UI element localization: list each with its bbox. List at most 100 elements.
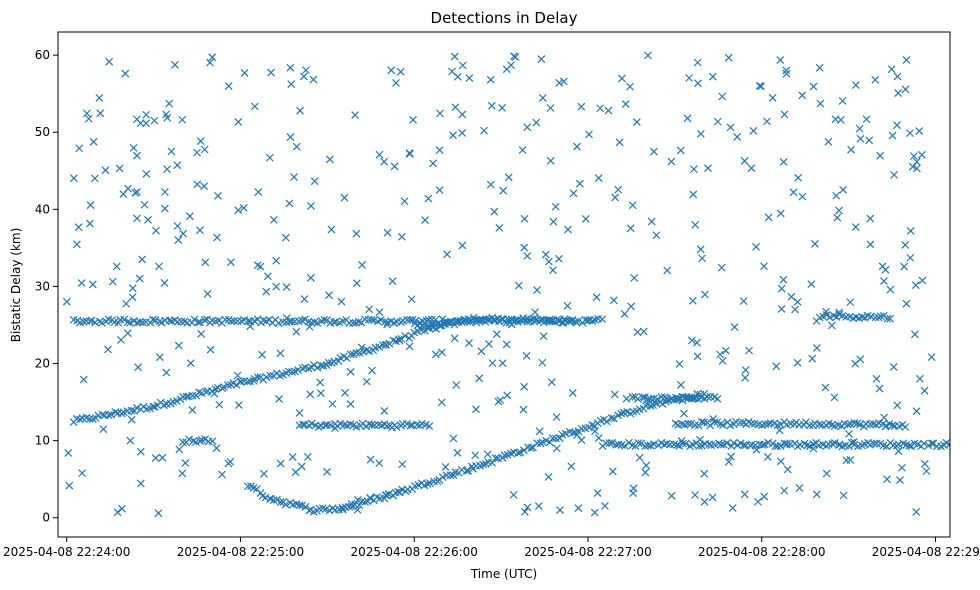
data-point xyxy=(129,143,138,152)
data-point xyxy=(395,335,403,344)
data-point xyxy=(667,157,676,166)
data-point xyxy=(646,395,655,403)
data-point xyxy=(375,308,384,317)
data-point xyxy=(573,142,581,151)
x-tick-label: 2025-04-08 22:29:00 xyxy=(872,545,980,559)
data-point xyxy=(126,318,135,327)
data-point xyxy=(776,56,785,65)
data-point xyxy=(376,316,385,324)
data-point xyxy=(696,435,704,444)
data-point xyxy=(643,441,652,450)
data-point xyxy=(294,365,302,374)
data-point xyxy=(703,392,712,401)
data-point xyxy=(438,348,446,357)
data-point xyxy=(888,421,897,430)
data-point xyxy=(479,460,488,469)
data-point xyxy=(912,164,921,173)
data-point xyxy=(507,320,516,329)
data-point xyxy=(629,484,638,493)
data-point xyxy=(101,166,110,175)
data-point xyxy=(779,275,788,284)
data-point xyxy=(696,129,705,138)
data-point xyxy=(287,317,296,326)
data-point xyxy=(499,186,508,195)
data-point xyxy=(728,504,737,512)
data-point xyxy=(523,503,532,512)
data-point xyxy=(954,440,961,447)
data-point xyxy=(437,398,446,407)
data-point xyxy=(351,111,360,119)
data-point xyxy=(842,456,851,465)
data-point xyxy=(552,444,561,453)
data-point xyxy=(520,382,529,391)
data-point xyxy=(717,263,726,272)
data-point xyxy=(127,415,136,424)
data-point xyxy=(174,341,183,350)
data-point xyxy=(502,319,511,327)
data-point xyxy=(682,393,691,401)
data-point xyxy=(896,476,904,484)
data-point xyxy=(380,157,389,166)
data-point xyxy=(282,314,291,323)
data-point xyxy=(503,391,512,400)
data-point xyxy=(872,439,881,448)
data-point xyxy=(610,390,619,399)
data-point xyxy=(197,329,206,338)
data-point xyxy=(390,162,399,171)
data-point xyxy=(323,420,332,429)
data-point xyxy=(352,229,361,238)
data-point xyxy=(536,439,545,448)
data-point xyxy=(395,488,404,497)
data-point xyxy=(777,304,786,313)
data-point xyxy=(511,53,520,61)
data-point xyxy=(787,292,796,301)
data-point xyxy=(366,493,374,502)
data-point xyxy=(851,81,860,90)
data-point xyxy=(429,319,438,328)
data-point xyxy=(718,356,727,365)
data-point xyxy=(593,489,602,497)
data-point xyxy=(446,471,455,480)
data-point xyxy=(338,503,347,512)
data-point xyxy=(537,55,546,63)
data-point xyxy=(300,295,309,304)
data-point xyxy=(906,129,914,138)
data-point xyxy=(886,285,895,294)
data-point xyxy=(918,276,927,285)
data-point xyxy=(671,419,680,428)
data-point xyxy=(883,314,892,323)
data-point xyxy=(188,391,197,400)
data-point xyxy=(133,151,141,160)
data-point xyxy=(727,452,735,461)
data-point xyxy=(77,279,86,287)
data-point xyxy=(588,421,596,430)
data-point xyxy=(361,497,369,506)
data-point xyxy=(263,272,272,281)
data-point xyxy=(862,115,871,124)
plot-frame xyxy=(57,31,951,538)
data-point xyxy=(381,491,390,500)
data-point xyxy=(917,150,926,159)
data-point xyxy=(901,85,910,94)
data-point xyxy=(548,434,557,443)
data-point xyxy=(116,335,125,344)
data-point xyxy=(367,421,376,429)
data-point xyxy=(196,226,204,235)
data-point xyxy=(567,462,576,471)
data-point xyxy=(922,467,931,476)
data-point xyxy=(545,438,554,447)
data-point xyxy=(201,435,209,444)
data-point xyxy=(292,142,301,151)
data-point xyxy=(876,151,885,160)
data-point xyxy=(607,414,616,423)
data-point xyxy=(698,254,707,263)
data-point xyxy=(296,106,305,115)
data-point xyxy=(150,116,159,125)
data-point xyxy=(605,439,614,448)
data-point xyxy=(240,69,249,77)
data-point xyxy=(135,318,144,326)
data-point xyxy=(538,94,547,102)
data-point xyxy=(282,283,291,292)
data-point xyxy=(64,449,73,457)
data-point xyxy=(295,501,304,510)
